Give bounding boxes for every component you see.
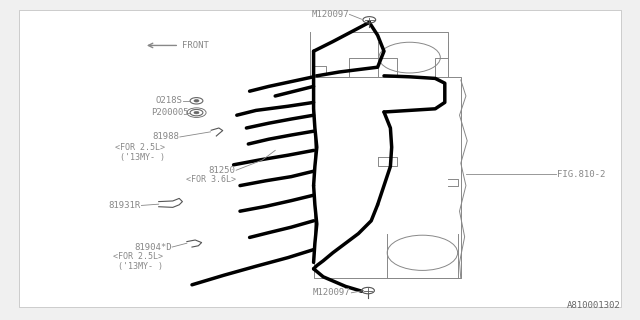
Text: 81988: 81988 [152,132,179,141]
Text: ('13MY- ): ('13MY- ) [120,153,165,162]
Text: 81250: 81250 [209,166,236,175]
Text: P200005: P200005 [151,108,189,117]
Text: M120097: M120097 [311,10,349,19]
Text: 81931R: 81931R [109,201,141,210]
Text: ('13MY- ): ('13MY- ) [118,262,163,271]
Text: 81904*D: 81904*D [134,243,172,252]
Text: M120097: M120097 [313,288,351,297]
Text: A810001302: A810001302 [567,301,621,310]
Text: <FOR 2.5L>: <FOR 2.5L> [113,252,163,261]
Text: FIG.810-2: FIG.810-2 [557,170,605,179]
Text: <FOR 3.6L>: <FOR 3.6L> [186,175,236,184]
Circle shape [194,100,199,102]
FancyBboxPatch shape [19,10,621,307]
Text: <FOR 2.5L>: <FOR 2.5L> [115,143,165,152]
Circle shape [194,111,199,114]
Text: FRONT: FRONT [182,41,209,50]
Text: O218S: O218S [156,96,182,105]
